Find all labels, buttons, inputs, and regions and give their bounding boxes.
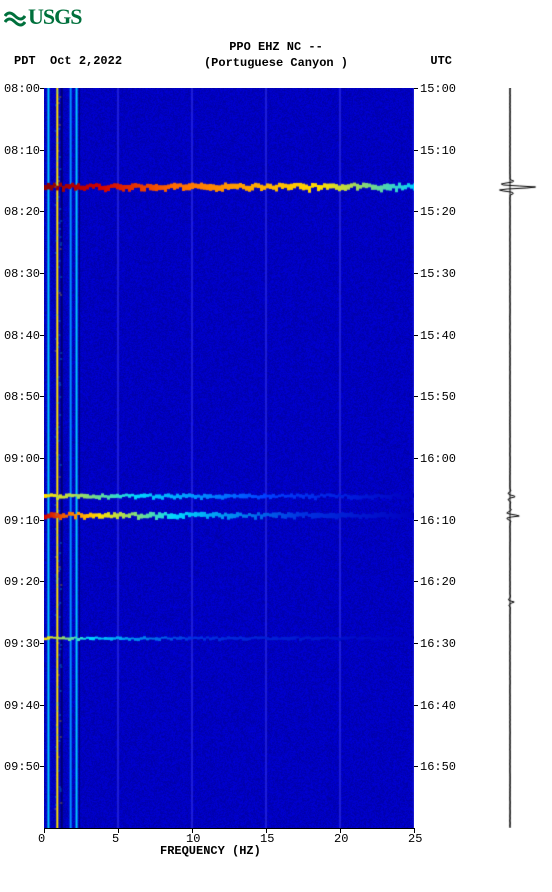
xtick-mark [44,828,45,833]
seismogram-trace [474,88,546,828]
ytick-mark-left [40,705,44,706]
ytick-left: 08:50 [0,390,40,404]
ytick-right: 16:20 [420,575,460,589]
ytick-left: 09:30 [0,637,40,651]
ytick-left: 08:30 [0,267,40,281]
ytick-mark-right [414,520,418,521]
ytick-left: 09:10 [0,514,40,528]
ytick-left: 09:50 [0,760,40,774]
xtick-mark [414,828,415,833]
ytick-mark-right [414,396,418,397]
ytick-mark-right [414,581,418,582]
ytick-right: 15:00 [420,82,460,96]
xtick-mark [118,828,119,833]
ytick-left: 08:20 [0,205,40,219]
station-line-1: PPO EHZ NC -- [229,40,323,54]
xtick: 25 [408,832,422,846]
wave-icon [4,6,26,28]
ytick-mark-left [40,520,44,521]
usgs-logo: USGS [4,4,81,30]
header-right: UTC [430,54,452,68]
ytick-right: 15:40 [420,329,460,343]
ytick-right: 16:10 [420,514,460,528]
xtick: 15 [260,832,274,846]
ytick-right: 16:30 [420,637,460,651]
ytick-left: 08:00 [0,82,40,96]
ytick-right: 15:10 [420,144,460,158]
ytick-mark-right [414,335,418,336]
spectrogram-canvas [44,88,414,828]
station-line-2: (Portuguese Canyon ) [204,56,348,70]
spectrogram-plot [44,88,414,828]
ytick-left: 08:40 [0,329,40,343]
xtick: 10 [186,832,200,846]
ytick-right: 16:40 [420,699,460,713]
xtick-mark [266,828,267,833]
xtick: 20 [334,832,348,846]
logo-text: USGS [28,4,81,30]
ytick-mark-right [414,458,418,459]
header-left: PDT Oct 2,2022 [14,54,122,68]
ytick-mark-right [414,88,418,89]
xtick-mark [192,828,193,833]
ytick-left: 09:20 [0,575,40,589]
ytick-mark-left [40,273,44,274]
ytick-mark-left [40,335,44,336]
ytick-left: 08:10 [0,144,40,158]
ytick-mark-left [40,150,44,151]
ytick-left: 09:40 [0,699,40,713]
ytick-mark-left [40,458,44,459]
ytick-right: 16:00 [420,452,460,466]
ytick-left: 09:00 [0,452,40,466]
x-axis-line [44,828,414,829]
tz-right: UTC [430,54,452,68]
ytick-mark-right [414,766,418,767]
tz-left: PDT [14,54,36,68]
x-axis-label: FREQUENCY (HZ) [160,844,261,858]
xtick-mark [340,828,341,833]
header-date: Oct 2,2022 [50,54,122,68]
ytick-mark-left [40,643,44,644]
ytick-mark-left [40,211,44,212]
xtick: 5 [112,832,119,846]
xtick: 0 [38,832,45,846]
ytick-mark-right [414,643,418,644]
ytick-right: 15:50 [420,390,460,404]
ytick-right: 16:50 [420,760,460,774]
ytick-mark-right [414,705,418,706]
ytick-mark-left [40,766,44,767]
ytick-right: 15:30 [420,267,460,281]
ytick-mark-right [414,150,418,151]
ytick-right: 15:20 [420,205,460,219]
ytick-mark-left [40,581,44,582]
ytick-mark-left [40,396,44,397]
ytick-mark-right [414,273,418,274]
ytick-mark-right [414,211,418,212]
ytick-mark-left [40,88,44,89]
